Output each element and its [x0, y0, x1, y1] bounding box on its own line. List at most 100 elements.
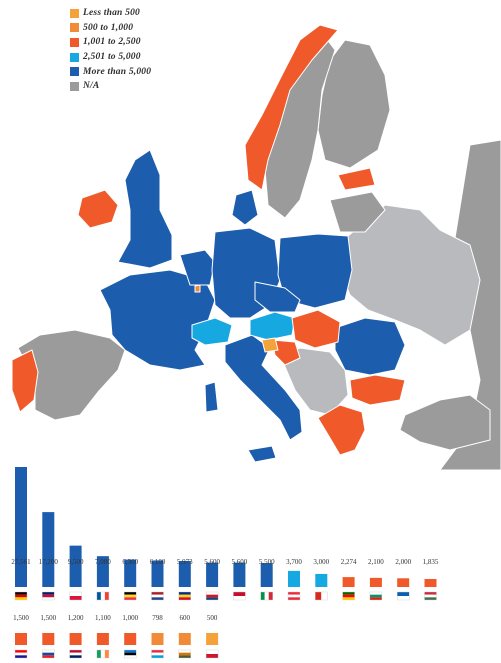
region-luxembourg	[194, 284, 201, 293]
flag-hungary	[424, 591, 437, 601]
region-spain	[17, 329, 126, 421]
value-label: 1,500	[40, 614, 56, 622]
region-france	[99, 269, 216, 371]
country-bar-chart: 27,561 17,200 9,500 7,080 6,300 6,100 5,973 5,6…	[11, 467, 439, 659]
value-label: 5,600	[204, 558, 220, 566]
value-label: 3,000	[313, 558, 329, 566]
value-label: 500	[207, 614, 218, 622]
value-label: 6,300	[122, 558, 138, 566]
region-portugal	[11, 349, 39, 413]
flag-croatia	[14, 649, 28, 659]
flag-denmark	[233, 591, 246, 601]
region-slovenia	[261, 337, 279, 353]
flag-czech-republic	[205, 591, 219, 601]
region-sicily	[247, 445, 277, 463]
bar-austria	[288, 570, 300, 587]
region-bulgaria	[349, 374, 406, 406]
value-label: 798	[152, 614, 163, 622]
bar-germany	[15, 467, 27, 587]
bar-poland	[69, 545, 82, 587]
legend-label: Less than 500	[83, 8, 140, 19]
legend-label: 500 to 1,000	[83, 22, 134, 33]
value-label: 2,100	[368, 558, 384, 566]
flag-switzerland	[315, 591, 328, 601]
region-czechia-slovakia-border	[254, 281, 301, 313]
legend-item-more-than-5000: More than 5,000	[70, 64, 151, 79]
region-poland	[277, 233, 353, 309]
legend-item-1001-to-2500: 1,001 to 2,500	[70, 35, 151, 50]
region-ireland	[77, 189, 119, 229]
bar-bulgaria	[369, 577, 382, 587]
flag-netherlands	[151, 591, 164, 601]
bar-czech-republic	[206, 562, 219, 587]
flag-bulgaria	[369, 591, 383, 601]
legend-swatch	[70, 52, 79, 62]
region-baltics-lat-lit	[329, 191, 386, 233]
region-hungary	[291, 309, 341, 349]
region-denmark	[231, 189, 259, 226]
bar-france	[96, 556, 109, 587]
value-label: 1,100	[95, 614, 111, 622]
bar-norway	[69, 633, 82, 645]
flag-austria	[287, 591, 301, 601]
flag-cyprus	[178, 649, 192, 659]
legend-swatch	[70, 8, 79, 18]
region-croatia	[271, 339, 301, 366]
flag-slovakia	[42, 649, 55, 659]
legend-swatch	[70, 67, 79, 77]
bar-croatia	[15, 633, 27, 645]
bar-romania	[178, 560, 191, 587]
region-uk	[117, 149, 173, 269]
flag-germany	[14, 591, 28, 601]
legend-swatch	[70, 23, 79, 33]
flag-estonia	[123, 649, 137, 659]
legend-label: More than 5,000	[83, 66, 152, 77]
value-label: 1,200	[68, 614, 84, 622]
legend-item-less-than-500: Less than 500	[70, 6, 151, 21]
bar-switzerland	[315, 573, 328, 587]
bar-italy	[260, 563, 273, 587]
region-switzerland	[191, 317, 233, 346]
value-label: 27,561	[11, 558, 31, 566]
bar-netherlands	[151, 560, 164, 587]
value-label: 17,200	[39, 558, 59, 566]
bar-portugal	[342, 577, 355, 587]
legend-item-na: N/A	[70, 79, 151, 94]
region-greece	[317, 404, 366, 456]
region-turkey	[399, 394, 491, 451]
value-label: 1,835	[423, 558, 439, 566]
bar-ireland	[96, 633, 109, 645]
legend-item-2501-to-5000: 2,501 to 5,000	[70, 50, 151, 65]
bar-estonia	[124, 633, 137, 645]
value-label: 600	[180, 614, 191, 622]
bar-belgium	[124, 559, 137, 587]
value-label: 5,973	[177, 558, 193, 566]
flag-france	[96, 591, 110, 601]
value-label: 5,600	[232, 558, 248, 566]
region-sardinia	[204, 381, 219, 413]
map-legend: Less than 500 500 to 1,000 1,001 to 2,50…	[70, 6, 151, 94]
value-label: 5,500	[259, 558, 275, 566]
value-label: 2,000	[395, 558, 411, 566]
flag-portugal	[342, 591, 355, 601]
legend-label: 1,001 to 2,500	[83, 37, 141, 48]
bar-united-kingdom	[42, 512, 55, 587]
legend-swatch	[70, 37, 79, 47]
value-label: 3,700	[286, 558, 302, 566]
region-balkans	[279, 347, 349, 416]
flag-ireland	[96, 649, 110, 659]
region-ukraine-belarus	[339, 204, 481, 346]
flag-norway	[69, 649, 82, 659]
region-norway	[244, 24, 339, 191]
flag-greece	[397, 591, 410, 601]
bar-hungary	[424, 579, 437, 587]
region-estonia	[337, 167, 376, 191]
value-label: 9,500	[68, 558, 84, 566]
value-label: 2,274	[341, 558, 357, 566]
bar-luxembourg	[151, 633, 164, 645]
legend-swatch	[70, 81, 79, 91]
legend-label: 2,501 to 5,000	[83, 52, 141, 63]
europe-map	[11, 24, 501, 470]
flag-united-kingdom	[42, 591, 55, 601]
value-label: 7,080	[95, 558, 111, 566]
